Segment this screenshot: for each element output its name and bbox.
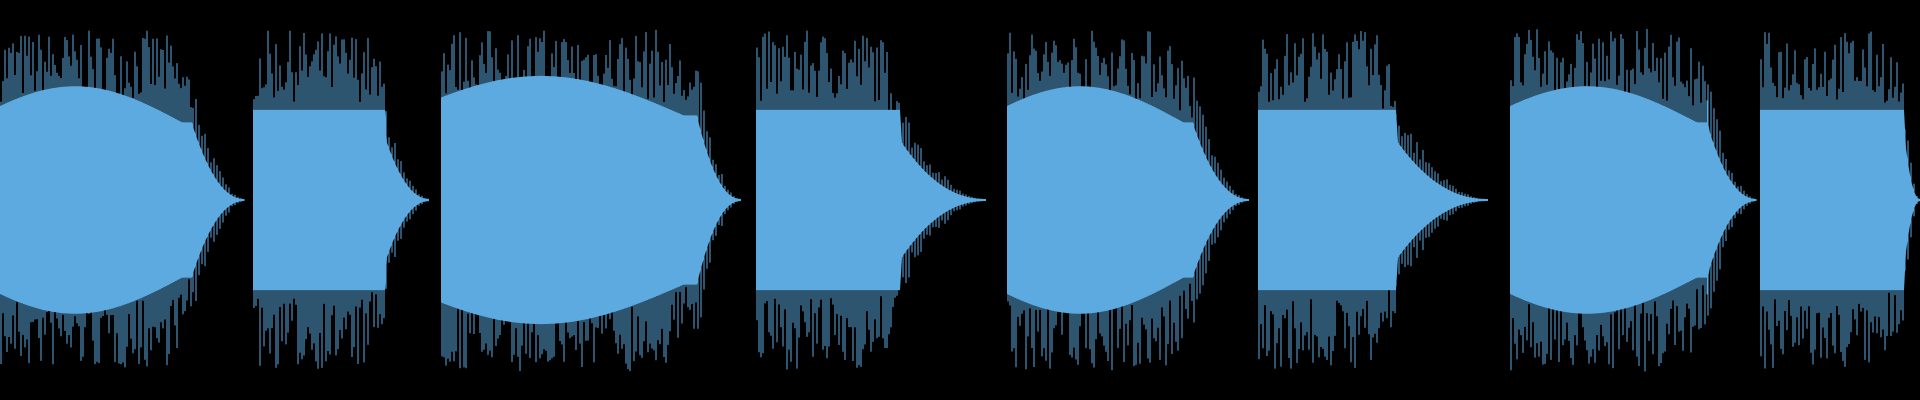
- waveform-burst: [756, 30, 986, 370]
- waveform-burst: [1510, 29, 1757, 372]
- waveform-burst: [1760, 31, 1920, 369]
- waveform-burst: [441, 29, 741, 372]
- waveform-burst: [0, 30, 245, 368]
- waveform-burst: [1007, 30, 1249, 371]
- waveform-burst: [1258, 31, 1488, 369]
- waveform-burst: [253, 30, 429, 369]
